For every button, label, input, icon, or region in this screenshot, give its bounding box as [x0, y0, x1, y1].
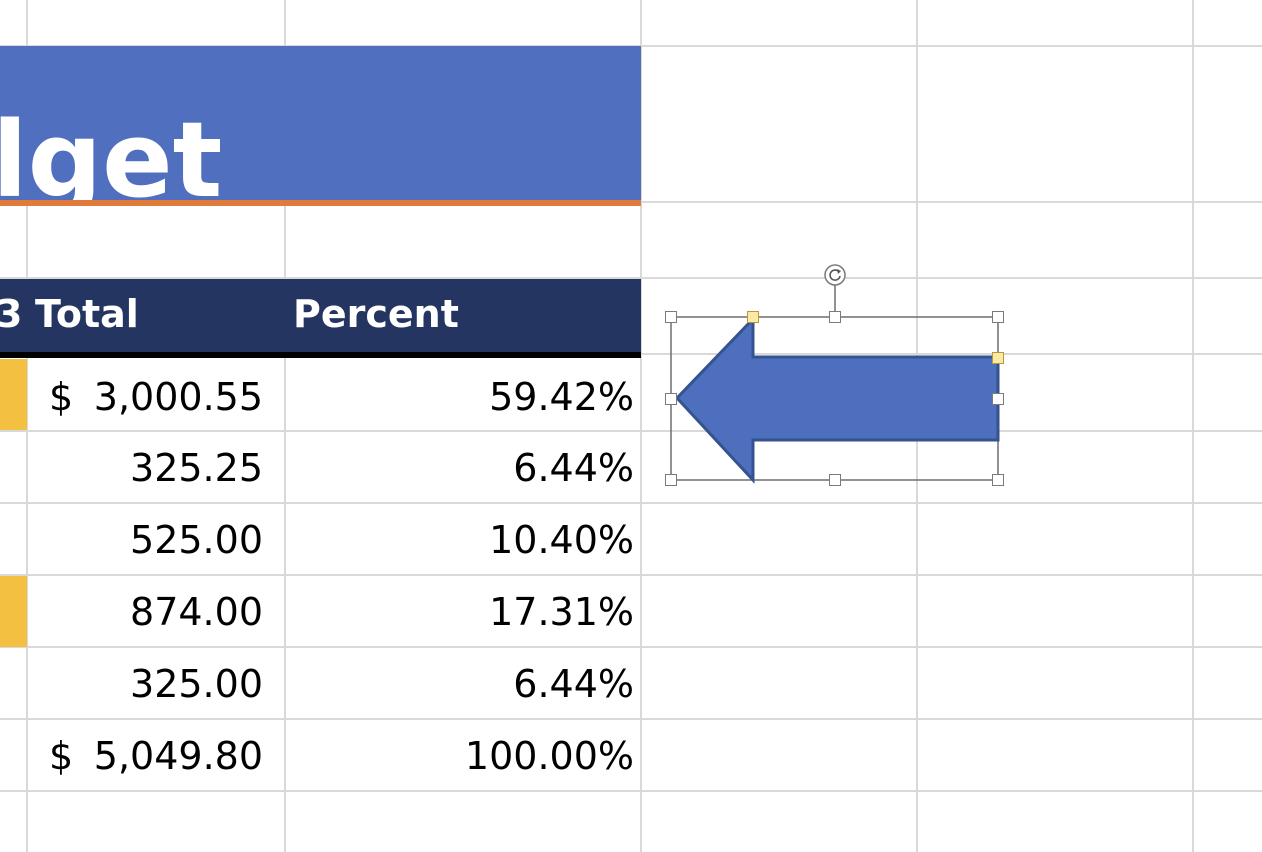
- resize-handle-top-left[interactable]: [665, 311, 677, 323]
- resize-handle-right[interactable]: [992, 393, 1004, 405]
- percent-cell[interactable]: 59.42%: [489, 375, 634, 419]
- grid-hline: [0, 277, 1262, 279]
- resize-handle-bottom[interactable]: [829, 474, 841, 486]
- grid-vline: [284, 0, 286, 852]
- adjust-handle-shaft[interactable]: [992, 352, 1004, 364]
- grid-vline: [640, 0, 642, 852]
- header-percent-cell[interactable]: Percent: [293, 292, 459, 336]
- row-fragment: ): [0, 665, 1, 703]
- total-cell[interactable]: 525.00: [130, 518, 263, 562]
- adjust-handle-head[interactable]: [747, 311, 759, 323]
- resize-handle-left[interactable]: [665, 393, 677, 405]
- grid-vline: [26, 0, 28, 852]
- grid-hline: [0, 502, 1262, 504]
- row-fragment: ): [0, 378, 1, 416]
- percent-cell[interactable]: 17.31%: [489, 590, 634, 634]
- total-cell[interactable]: 874.00: [130, 590, 263, 634]
- percent-cell[interactable]: 100.00%: [464, 734, 634, 778]
- currency-symbol: $: [49, 734, 74, 778]
- table-header-row[interactable]: [0, 279, 641, 352]
- percent-cell[interactable]: 6.44%: [513, 446, 634, 490]
- rotate-icon[interactable]: [823, 263, 847, 287]
- row-fragment: ): [0, 521, 1, 559]
- percent-cell[interactable]: 6.44%: [513, 662, 634, 706]
- left-arrow-shape[interactable]: [660, 260, 1020, 500]
- highlight-cell[interactable]: [0, 359, 27, 430]
- title-text: lget: [0, 99, 223, 200]
- row-fragment: ): [0, 593, 1, 631]
- row-fragment: ): [0, 449, 1, 487]
- resize-handle-top[interactable]: [829, 311, 841, 323]
- resize-handle-bottom-left[interactable]: [665, 474, 677, 486]
- title-underline: [0, 200, 641, 206]
- total-cell[interactable]: 5,049.80: [93, 734, 263, 778]
- row-fragment: ): [0, 737, 1, 775]
- grid-hline: [0, 790, 1262, 792]
- header-total-cell[interactable]: Total: [35, 292, 139, 336]
- total-cell[interactable]: 325.25: [130, 446, 263, 490]
- title-banner[interactable]: lget: [0, 46, 641, 200]
- total-cell[interactable]: 325.00: [130, 662, 263, 706]
- currency-symbol: $: [49, 375, 74, 419]
- grid-hline: [0, 646, 1262, 648]
- total-cell[interactable]: 3,000.55: [93, 375, 263, 419]
- table-header-border: [0, 352, 641, 358]
- grid-hline: [0, 718, 1262, 720]
- grid-hline: [0, 430, 1262, 432]
- highlight-cell[interactable]: [0, 576, 27, 647]
- grid-hline: [0, 574, 1262, 576]
- header-partial-cell[interactable]: 3: [0, 292, 23, 336]
- grid-vline: [1192, 0, 1194, 852]
- resize-handle-top-right[interactable]: [992, 311, 1004, 323]
- percent-cell[interactable]: 10.40%: [489, 518, 634, 562]
- resize-handle-bottom-right[interactable]: [992, 474, 1004, 486]
